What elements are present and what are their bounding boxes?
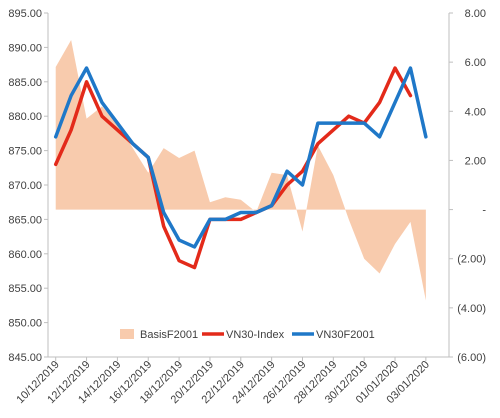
vn30-index-line: [53, 66, 413, 270]
vn30f2001-line: [53, 66, 428, 249]
right-tick-label: 8.00: [465, 8, 486, 20]
right-tick-label: 2.00: [465, 155, 486, 167]
legend-swatch-basisf2001: [120, 329, 134, 339]
basis-area: [55, 40, 426, 301]
left-tick-label: 850.00: [8, 318, 42, 330]
left-tick-label: 845.00: [8, 352, 42, 364]
left-tick-label: 890.00: [8, 42, 42, 54]
left-tick-label: 860.00: [8, 249, 42, 261]
left-tick-label: 880.00: [8, 111, 42, 123]
legend-label-basisf2001: BasisF2001: [140, 329, 198, 341]
left-tick-label: 895.00: [8, 8, 42, 20]
right-tick-label: 4.00: [465, 106, 486, 118]
legend-label-vn30f2001: VN30F2001: [316, 329, 375, 341]
left-tick-label: 870.00: [8, 180, 42, 192]
legend: BasisF2001 VN30-Index VN30F2001: [120, 329, 375, 341]
left-tick-label: 865.00: [8, 214, 42, 226]
basis-area-layer: [55, 40, 426, 301]
legend-label-vn30-index: VN30-Index: [226, 329, 285, 341]
left-tick-label: 885.00: [8, 77, 42, 89]
left-tick-label: 875.00: [8, 146, 42, 158]
line-layer: [53, 66, 428, 270]
axis-layer: 845.00 850.00 855.00 860.00 865.00 870.00 875.…: [8, 8, 486, 406]
right-tick-label: (4.00): [457, 303, 486, 315]
right-tick-label: (2.00): [457, 254, 486, 266]
right-tick-label: -: [482, 205, 486, 217]
right-tick-label: (6.00): [457, 352, 486, 364]
left-tick-label: 855.00: [8, 283, 42, 295]
right-tick-label: 6.00: [465, 57, 486, 69]
